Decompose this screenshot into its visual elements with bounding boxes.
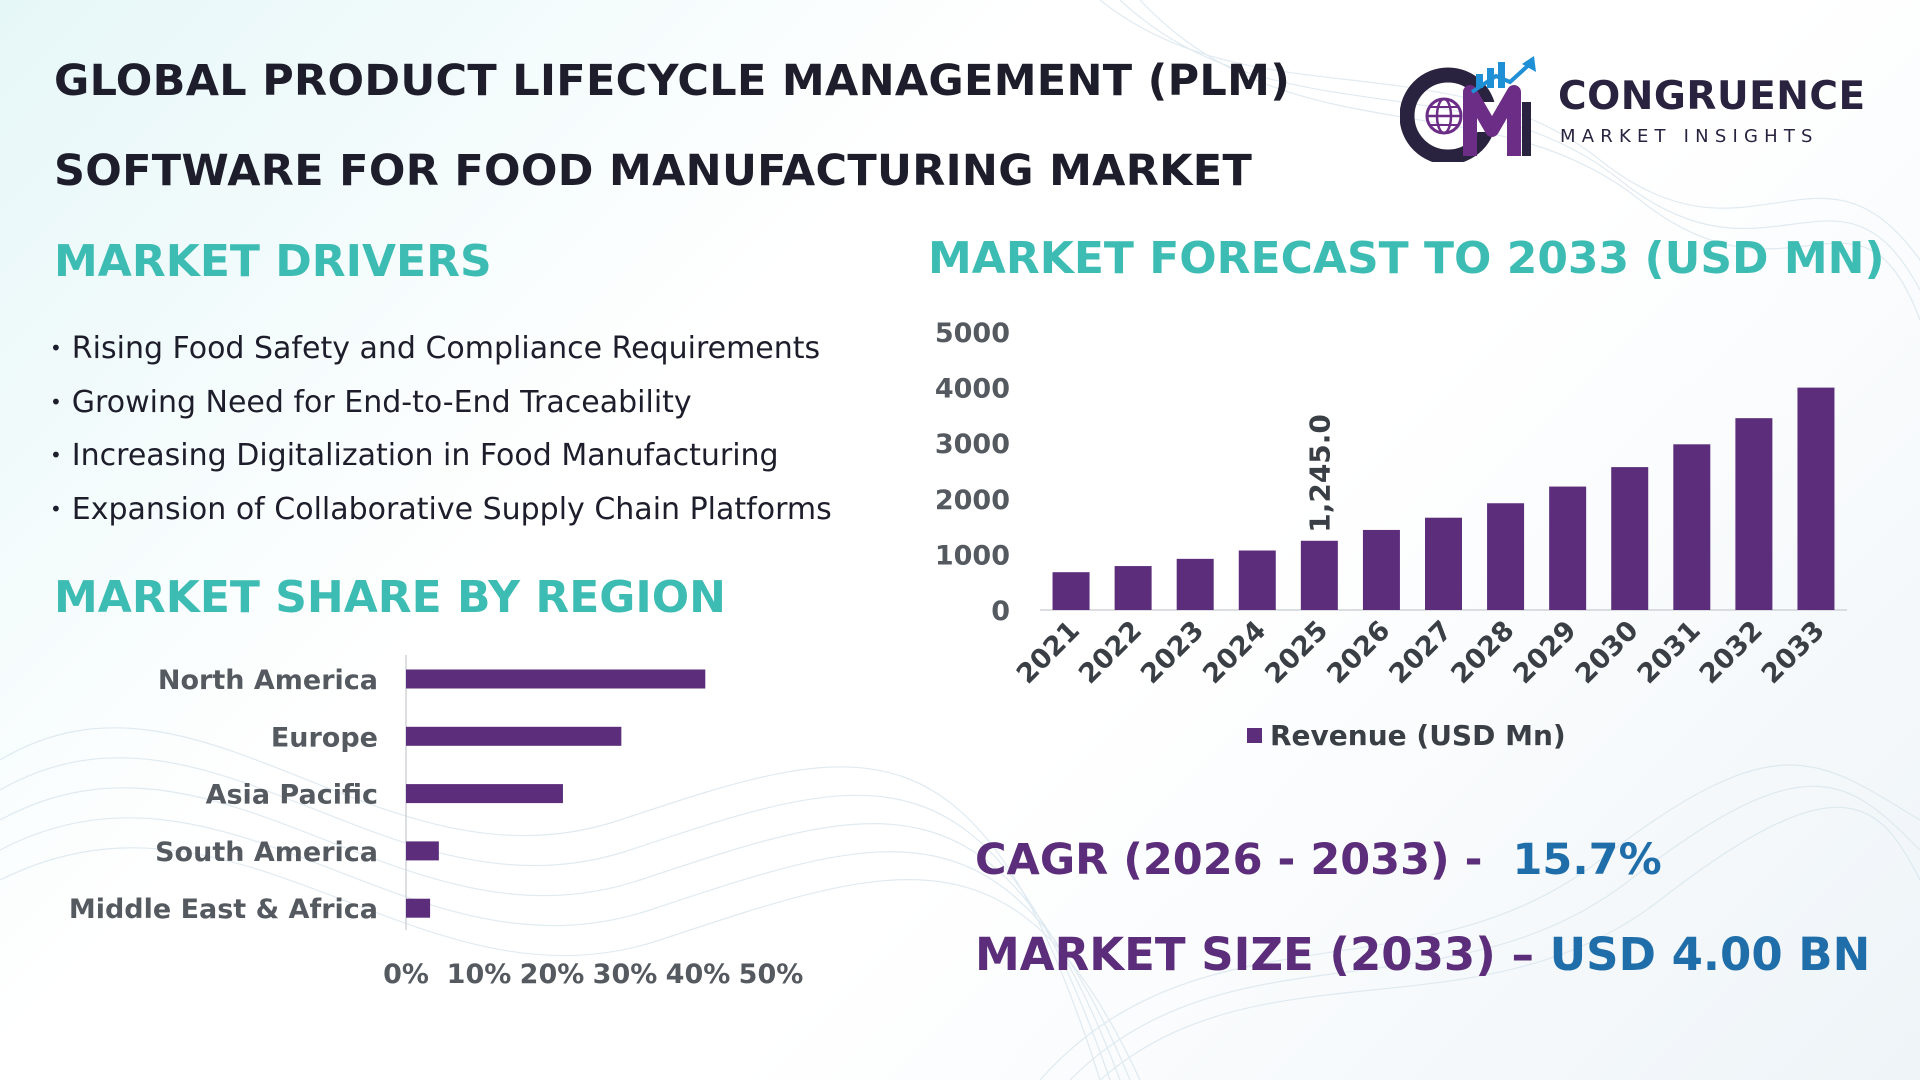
market-forecast-heading: MARKET FORECAST TO 2033 (USD MN) xyxy=(928,233,1885,284)
cm-logo-mark-icon xyxy=(1399,56,1536,165)
region-category-label: Middle East & Africa xyxy=(69,894,378,925)
legend-label: Revenue (USD Mn) xyxy=(1270,719,1566,752)
region-x-tick-label: 0% xyxy=(383,959,429,990)
forecast-data-label: 1,245.0 xyxy=(1303,414,1336,533)
forecast-year-label: 2022 xyxy=(1073,615,1148,690)
driver-item: Growing Need for End-to-End Traceability xyxy=(50,376,832,430)
forecast-year-label: 2025 xyxy=(1259,615,1334,690)
driver-item: Increasing Digitalization in Food Manufa… xyxy=(50,429,832,483)
forecast-year-label: 2023 xyxy=(1135,615,1210,690)
market-drivers-list: Rising Food Safety and Compliance Requir… xyxy=(50,322,832,536)
forecast-bar xyxy=(1797,387,1835,610)
forecast-bar xyxy=(1362,529,1400,610)
forecast-bar-chart: 0100020003000400050002021202220232024202… xyxy=(935,318,1847,752)
region-x-tick-label: 20% xyxy=(520,959,585,990)
region-category-label: Asia Pacific xyxy=(206,780,378,811)
region-bar xyxy=(406,726,622,746)
forecast-year-label: 2031 xyxy=(1632,615,1707,690)
region-category-label: North America xyxy=(158,665,378,696)
region-x-tick-label: 30% xyxy=(593,959,658,990)
forecast-bar xyxy=(1673,444,1711,610)
forecast-year-label: 2028 xyxy=(1445,615,1520,690)
forecast-y-tick-label: 5000 xyxy=(935,318,1010,349)
region-bar xyxy=(406,784,563,804)
forecast-bar xyxy=(1549,486,1587,610)
market-share-heading: MARKET SHARE BY REGION xyxy=(54,572,726,623)
page-title-line-1: GLOBAL PRODUCT LIFECYCLE MANAGEMENT (PLM… xyxy=(54,56,1291,106)
forecast-bar xyxy=(1425,517,1462,610)
forecast-year-label: 2030 xyxy=(1570,615,1645,690)
region-bar xyxy=(406,841,439,861)
logo-name: CONGRUENCE xyxy=(1558,74,1866,119)
region-category-label: South America xyxy=(155,837,378,868)
forecast-bar xyxy=(1735,418,1773,610)
region-bar xyxy=(406,898,431,918)
forecast-year-label: 2029 xyxy=(1508,615,1583,690)
region-category-label: Europe xyxy=(271,722,378,753)
market-size-label: MARKET SIZE (2033) – xyxy=(975,928,1534,981)
forecast-year-label: 2024 xyxy=(1197,615,1272,690)
cagr-kpi: CAGR (2026 - 2033) - 15.7% xyxy=(975,835,1662,885)
forecast-year-label: 2021 xyxy=(1011,615,1086,690)
legend-swatch xyxy=(1247,728,1262,743)
congruence-logo: CONGRUENCE MARKET INSIGHTS xyxy=(1399,52,1870,165)
driver-item: Expansion of Collaborative Supply Chain … xyxy=(50,483,832,537)
region-share-bar-chart: North America Europe Asia Pacific South Ame… xyxy=(69,655,803,990)
region-x-tick-label: 50% xyxy=(739,959,804,990)
forecast-year-label: 2033 xyxy=(1756,615,1831,690)
region-x-tick-label: 40% xyxy=(666,959,731,990)
forecast-bar xyxy=(1052,572,1090,610)
forecast-year-label: 2032 xyxy=(1694,615,1769,690)
forecast-bar xyxy=(1300,540,1338,610)
forecast-y-tick-label: 0 xyxy=(991,596,1010,627)
forecast-bar xyxy=(1238,550,1276,610)
driver-item: Rising Food Safety and Compliance Requir… xyxy=(50,322,832,376)
cagr-label: CAGR (2026 - 2033) - xyxy=(975,835,1483,885)
cagr-value: 15.7% xyxy=(1512,835,1662,885)
forecast-year-label: 2027 xyxy=(1383,615,1458,690)
market-drivers-heading: MARKET DRIVERS xyxy=(54,236,492,287)
forecast-y-tick-label: 4000 xyxy=(935,374,1010,405)
forecast-bar xyxy=(1611,467,1649,610)
forecast-y-tick-label: 2000 xyxy=(935,485,1010,516)
region-bar xyxy=(406,669,706,689)
forecast-bar xyxy=(1176,558,1214,610)
forecast-year-label: 2026 xyxy=(1321,615,1396,690)
market-size-kpi: MARKET SIZE (2033) – USD 4.00 BN xyxy=(975,928,1870,981)
market-size-value: USD 4.00 BN xyxy=(1549,928,1871,981)
forecast-y-tick-label: 1000 xyxy=(935,540,1010,571)
forecast-bar xyxy=(1487,503,1525,610)
page-title-line-2: SOFTWARE FOR FOOD MANUFACTURING MARKET xyxy=(54,146,1253,196)
forecast-bar xyxy=(1114,566,1152,610)
forecast-y-tick-label: 3000 xyxy=(935,429,1010,460)
logo-tagline: MARKET INSIGHTS xyxy=(1560,126,1819,147)
region-x-tick-label: 10% xyxy=(447,959,512,990)
